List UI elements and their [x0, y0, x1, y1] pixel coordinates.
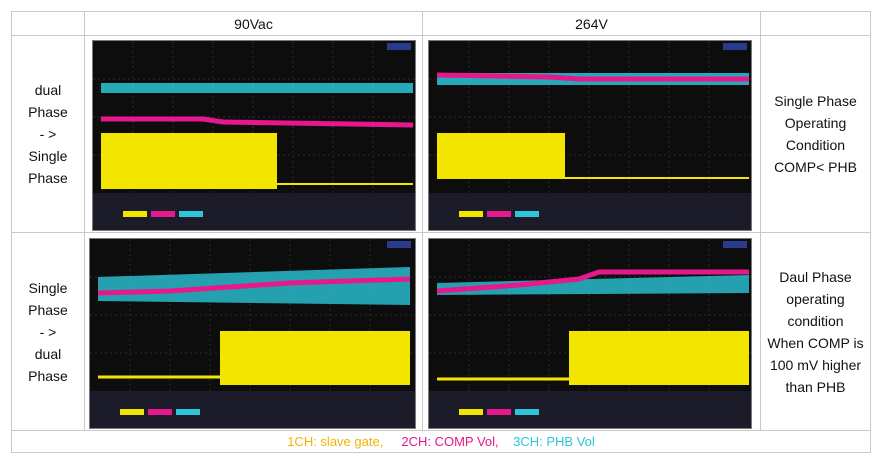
channel-legend: 1CH: slave gate, 2CH: COMP Vol, 3CH: PHB…: [11, 431, 871, 452]
row1-mode-line: Single: [28, 148, 68, 164]
ch1-trace: [569, 331, 749, 385]
grid-line: [11, 11, 871, 12]
grid-line: [11, 11, 12, 453]
row2-condition-line: than PHB: [785, 378, 846, 395]
ch2-trace: [436, 269, 749, 294]
ch3-trace: [437, 275, 749, 295]
row2-mode-line: Single: [28, 279, 68, 296]
ch1-trace: [437, 133, 565, 179]
row1-condition-line: Operating: [784, 115, 847, 131]
row2-condition-line: operating: [786, 290, 845, 307]
waveform-plot: [429, 41, 751, 230]
row2-condition-line: Daul Phase: [779, 268, 852, 285]
scope-capture-90vac-single-to-dual: [89, 238, 416, 429]
grid-line: [870, 11, 871, 453]
waveform-plot: [93, 41, 415, 230]
row1-condition-label: Single Phase Operating Condition COMP< P…: [761, 36, 870, 232]
row2-condition-line: 100 mV higher: [769, 356, 862, 373]
row2-condition-line: When COMP is: [767, 334, 864, 351]
grid-line: [11, 452, 871, 453]
header-90vac: 90Vac: [234, 15, 273, 32]
ch2-trace: [101, 116, 414, 128]
scope-capture-90vac-dual-to-single: [92, 40, 416, 231]
row2-mode-label: Single Phase - > dual Phase: [12, 233, 84, 430]
row2-mode-line: Phase: [28, 367, 68, 384]
row2-condition-line: condition: [787, 312, 844, 329]
row1-condition-line: Single Phase: [774, 93, 857, 109]
grid-line: [760, 11, 761, 431]
ch2-trace: [436, 72, 749, 82]
scope-capture-264v-dual-to-single: [428, 40, 752, 231]
grid-line: [84, 11, 85, 431]
ch1-trace: [220, 331, 410, 385]
row1-mode-label: dual Phase - > Single Phase: [12, 36, 84, 232]
legend-ch1: 1CH: slave gate,: [287, 434, 384, 449]
ch3-trace: [101, 83, 413, 93]
row2-mode-line: - >: [39, 323, 57, 340]
grid-line: [422, 11, 423, 431]
row1-mode-line: - >: [39, 126, 57, 142]
row1-mode-line: dual: [34, 82, 62, 98]
ch1-trace: [101, 133, 277, 189]
legend-ch2: 2CH: COMP Vol,: [401, 434, 499, 449]
row1-condition-line: COMP< PHB: [774, 159, 857, 175]
waveform-plot: [429, 239, 751, 428]
legend-ch3: 3CH: PHB Vol: [513, 434, 595, 449]
row2-mode-line: dual: [34, 345, 62, 362]
waveform-plot: [90, 239, 415, 428]
row1-mode-line: Phase: [28, 104, 68, 120]
row2-mode-line: Phase: [28, 301, 68, 318]
ch2-trace: [97, 276, 411, 296]
row2-condition-label: Daul Phase operating condition When COMP…: [761, 233, 870, 430]
scope-capture-264v-single-to-dual: [428, 238, 752, 429]
header-264v: 264V: [575, 15, 608, 32]
grid-line: [11, 232, 871, 233]
grid-line: [11, 430, 871, 431]
row1-condition-line: Condition: [785, 137, 846, 153]
grid-line: [11, 35, 871, 36]
row1-mode-line: Phase: [28, 170, 68, 186]
